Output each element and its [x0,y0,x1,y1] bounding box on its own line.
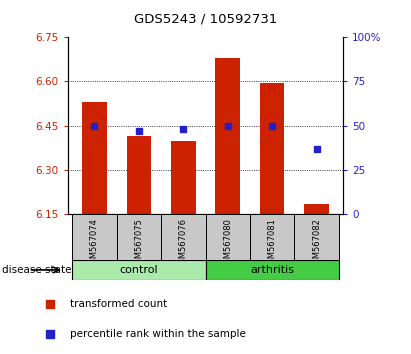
Text: GSM567076: GSM567076 [179,218,188,269]
Bar [250,214,294,260]
Bar [127,136,151,214]
Bar [206,214,250,260]
Text: percentile rank within the sample: percentile rank within the sample [71,330,246,339]
Text: GSM567082: GSM567082 [312,218,321,269]
Bar [161,214,206,260]
Text: transformed count: transformed count [71,299,168,309]
Text: GDS5243 / 10592731: GDS5243 / 10592731 [134,12,277,25]
Bar [304,204,329,214]
Bar [72,260,206,280]
Text: GSM567074: GSM567074 [90,218,99,269]
Bar [260,83,284,214]
Bar [206,260,339,280]
Bar [72,214,117,260]
Bar [82,102,107,214]
Text: GSM567080: GSM567080 [223,218,232,269]
Bar [215,58,240,214]
Text: control: control [120,265,158,275]
Bar [171,141,196,214]
Text: arthritis: arthritis [250,265,294,275]
Text: GSM567081: GSM567081 [268,218,277,269]
Text: disease state: disease state [2,265,72,275]
Bar [294,214,339,260]
Text: GSM567075: GSM567075 [134,218,143,269]
Bar [117,214,161,260]
